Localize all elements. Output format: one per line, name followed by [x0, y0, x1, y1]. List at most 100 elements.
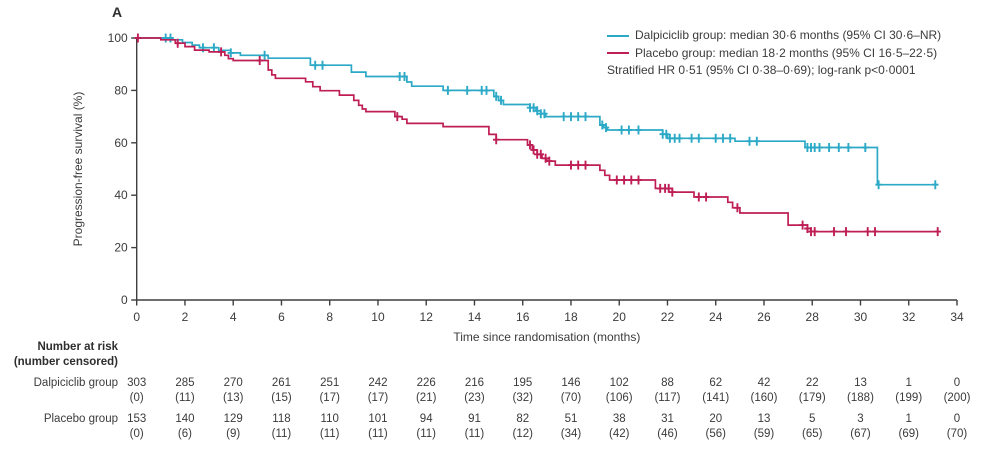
x-axis-label: Time since randomisation (months) — [453, 330, 640, 344]
risk-row-label-placebo: Placebo group — [43, 413, 118, 425]
risk-cell: 13 — [757, 413, 771, 425]
risk-cell: (0) — [129, 428, 144, 440]
risk-cell: (70) — [560, 392, 582, 404]
axes — [131, 37, 958, 306]
svg-text:0: 0 — [133, 310, 140, 324]
svg-text:14: 14 — [468, 310, 482, 324]
risk-cell: 3 — [857, 413, 864, 425]
risk-cell: (21) — [415, 392, 437, 404]
svg-text:18: 18 — [564, 310, 578, 324]
risk-cell: 62 — [709, 377, 723, 389]
svg-text:24: 24 — [709, 310, 723, 324]
risk-cell: 110 — [320, 413, 339, 425]
legend: Dalpiciclib group: median 30·6 months (9… — [607, 27, 941, 80]
risk-row-label-dalpiciclib: Dalpiciclib group — [33, 377, 118, 389]
risk-cell: (34) — [560, 428, 582, 440]
risk-cell: 82 — [516, 413, 530, 425]
risk-cell: 91 — [468, 413, 481, 425]
risk-cell: 251 — [320, 377, 340, 389]
risk-cell: 22 — [805, 377, 819, 389]
legend-item-placebo: Placebo group: median 18·2 months (95% C… — [607, 45, 941, 63]
svg-text:4: 4 — [230, 310, 237, 324]
svg-text:2: 2 — [182, 310, 189, 324]
risk-cell: 101 — [368, 413, 388, 425]
risk-cell: 31 — [661, 413, 674, 425]
risk-cell: (69) — [898, 428, 919, 440]
risk-cell: 261 — [271, 377, 292, 389]
risk-cell: (11) — [416, 428, 437, 440]
risk-cell: 38 — [612, 413, 626, 425]
svg-text:34: 34 — [950, 310, 964, 324]
risk-cell: 140 — [175, 413, 195, 425]
svg-text:60: 60 — [114, 136, 128, 150]
risk-cell: 226 — [416, 377, 436, 389]
risk-cell: (117) — [654, 392, 681, 404]
risk-cell: 216 — [464, 377, 485, 389]
svg-text:0: 0 — [121, 293, 128, 307]
risk-cell: (23) — [464, 392, 485, 404]
risk-cell: 102 — [609, 377, 629, 389]
risk-table-subtitle: (number censored) — [13, 356, 118, 368]
risk-cell: (200) — [943, 392, 971, 404]
risk-cell: 42 — [757, 377, 771, 389]
svg-text:16: 16 — [516, 310, 530, 324]
risk-cell: 0 — [953, 377, 961, 389]
svg-text:28: 28 — [806, 310, 820, 324]
risk-cell: (15) — [271, 392, 292, 404]
risk-cell: (11) — [464, 428, 485, 440]
panel-label: A — [112, 4, 123, 20]
risk-cell: (67) — [850, 428, 871, 440]
risk-cell: (12) — [512, 428, 533, 440]
risk-cell: 0 — [953, 413, 961, 425]
svg-text:40: 40 — [114, 188, 128, 202]
risk-cell: 129 — [223, 413, 243, 425]
svg-text:12: 12 — [420, 310, 434, 324]
svg-text:26: 26 — [757, 310, 771, 324]
svg-text:30: 30 — [854, 310, 868, 324]
risk-cell: (141) — [702, 392, 730, 404]
risk-cell: 146 — [561, 377, 581, 389]
risk-cell: (188) — [847, 392, 874, 404]
svg-text:6: 6 — [278, 310, 285, 324]
km-curve-placebo — [134, 33, 941, 237]
risk-cell: (17) — [319, 392, 340, 404]
placebo-line-swatch — [607, 52, 629, 55]
dalpiciclib-line-swatch — [607, 34, 629, 37]
risk-cell: (46) — [657, 428, 678, 440]
risk-cell: (42) — [608, 428, 630, 440]
risk-cell: 5 — [809, 413, 816, 425]
risk-cell: (179) — [798, 392, 826, 404]
risk-cell: (11) — [319, 428, 340, 440]
risk-cell: 1 — [905, 413, 912, 425]
risk-cell: (59) — [753, 428, 775, 440]
risk-cell: (11) — [175, 392, 195, 404]
risk-cell: 118 — [272, 413, 291, 425]
risk-cell: 51 — [564, 413, 578, 425]
risk-cell: (11) — [271, 428, 292, 440]
km-curve-dalpiciclib — [136, 33, 939, 190]
svg-text:80: 80 — [114, 83, 128, 97]
svg-text:20: 20 — [114, 241, 128, 255]
risk-cell: (199) — [895, 392, 923, 404]
legend-stats-line: Stratified HR 0·51 (95% CI 0·38–0·69); l… — [607, 63, 916, 77]
risk-cell: (70) — [946, 428, 968, 440]
risk-cell: (106) — [605, 392, 633, 404]
risk-cell: (17) — [367, 392, 389, 404]
risk-cell: 242 — [368, 377, 388, 389]
risk-cell: (56) — [705, 428, 726, 440]
svg-text:10: 10 — [371, 310, 385, 324]
y-axis-label: Progression-free survival (%) — [71, 92, 85, 247]
risk-cell: 88 — [661, 377, 674, 389]
risk-cell: (6) — [177, 428, 192, 440]
risk-cell: (11) — [368, 428, 388, 440]
svg-text:8: 8 — [326, 310, 333, 324]
risk-cell: 20 — [709, 413, 723, 425]
risk-table-title: Number at risk — [37, 341, 118, 353]
svg-text:32: 32 — [902, 310, 916, 324]
risk-cell: 270 — [223, 377, 243, 389]
risk-cell: (32) — [512, 392, 533, 404]
svg-text:20: 20 — [613, 310, 627, 324]
